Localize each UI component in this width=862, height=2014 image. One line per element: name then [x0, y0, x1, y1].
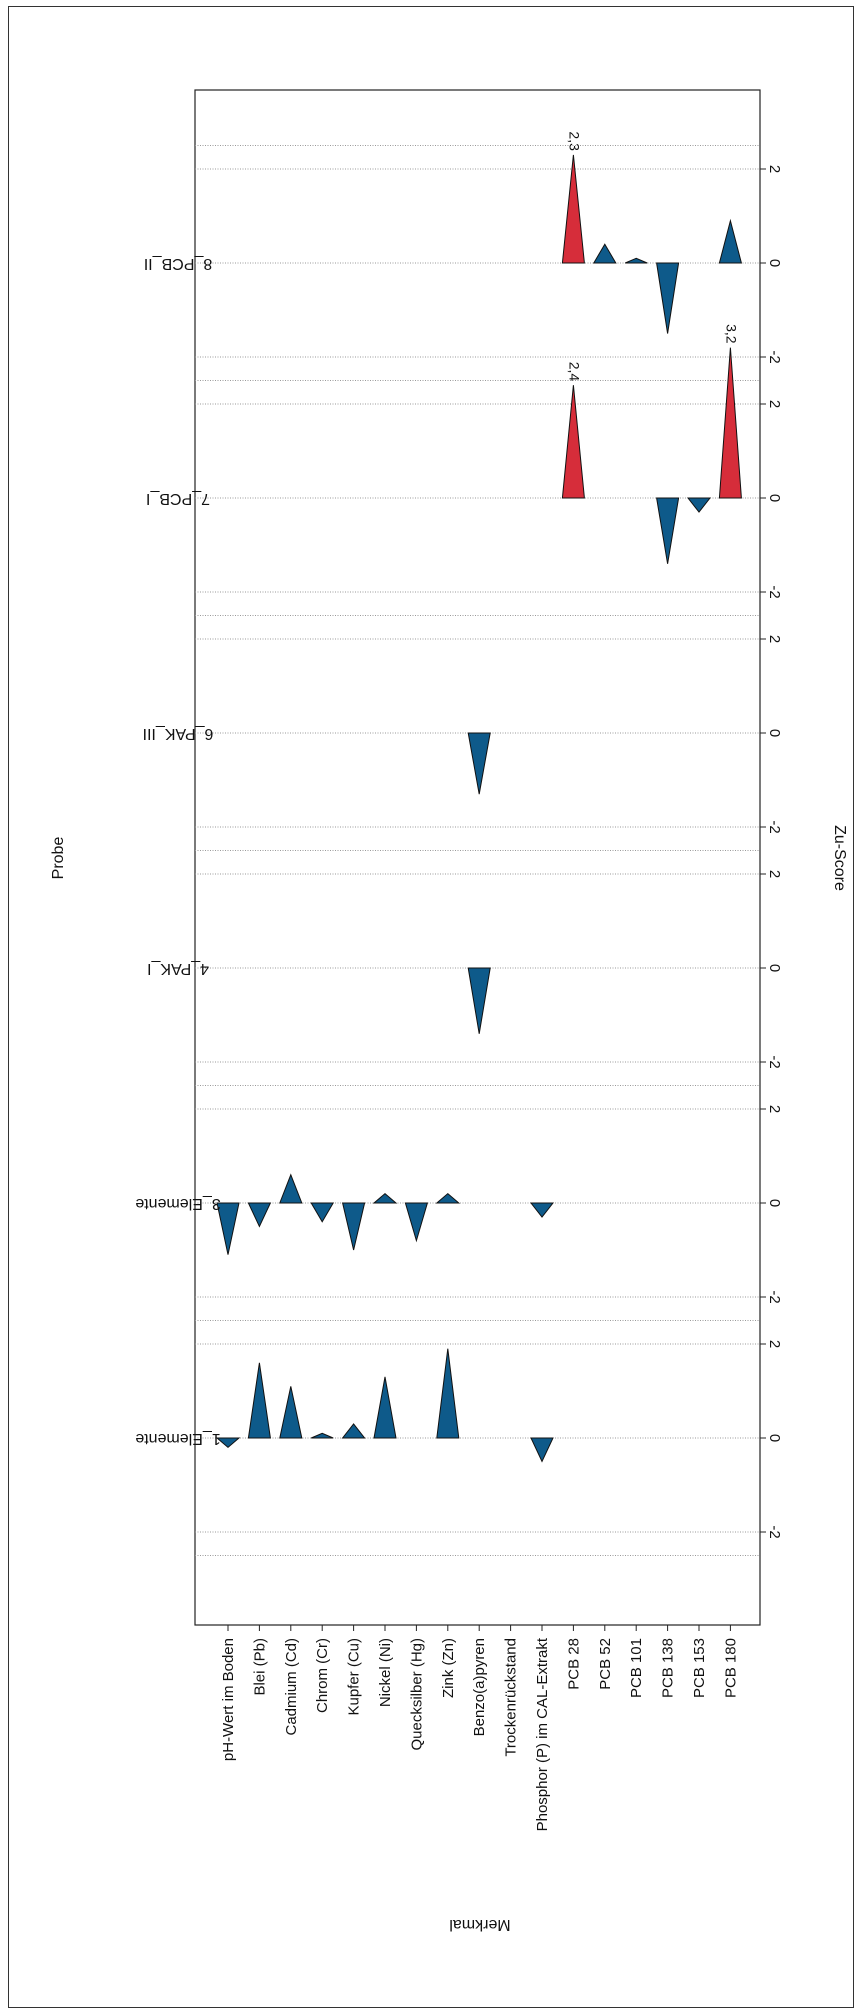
- zscore-triangle: [467, 967, 491, 1034]
- zscore-tick-label: 0: [766, 259, 783, 267]
- plot-frame: [194, 89, 761, 1626]
- zscore-triangle: [592, 243, 617, 264]
- category-label: PCB 138: [660, 1638, 677, 1698]
- zscore-triangle: [372, 1192, 398, 1204]
- panel-label: 8_PCB_II: [144, 255, 212, 272]
- category-label: PCB 153: [691, 1638, 708, 1698]
- zscore-triangle: [561, 385, 585, 499]
- zscore-triangle: [686, 497, 712, 513]
- zscore-tick-label: 2: [766, 400, 783, 408]
- panel-label: 6_PAK_III: [143, 725, 214, 742]
- category-label: Benzo(a)pyren: [471, 1638, 488, 1736]
- zscore-tick-label: 0: [766, 964, 783, 972]
- category-label: Chrom (Cr): [314, 1638, 331, 1713]
- category-label: Blei (Pb): [251, 1638, 268, 1696]
- category-label: Zink (Zn): [440, 1638, 457, 1698]
- panel-label: 3_Elemente: [135, 1195, 220, 1212]
- zscore-triangle: [311, 1432, 334, 1439]
- zscore-tick-label: 2: [766, 870, 783, 878]
- panel-axis-title: Probe: [50, 837, 67, 880]
- category-label: PCB 28: [565, 1638, 582, 1690]
- zscore-triangle: [404, 1202, 429, 1243]
- zscore-tick-label: 0: [766, 494, 783, 502]
- zscore-tick-label: -2: [766, 1055, 783, 1068]
- zscore-triangle: [215, 1437, 241, 1449]
- zscore-triangle: [718, 218, 743, 264]
- panel-label: 4_PAK_I: [147, 960, 209, 977]
- category-label: Phosphor (P) im CAL-Extrakt: [534, 1637, 551, 1831]
- zscore-triangle: [279, 1173, 303, 1204]
- zscore-tick-label: 2: [766, 635, 783, 643]
- zscore-triangle: [561, 154, 585, 264]
- marks-layer: [215, 154, 743, 1463]
- zscore-triangle: [247, 1362, 271, 1439]
- zscore-axis-title: Zu-Score: [831, 825, 848, 891]
- category-label: PCB 101: [628, 1638, 645, 1698]
- category-label: PCB 180: [722, 1638, 739, 1698]
- panel-label: 7_PCB_I: [146, 490, 210, 507]
- zscore-tick-label: -2: [766, 1525, 783, 1538]
- data-label: 3,2: [724, 324, 740, 344]
- zscore-tick-label: 0: [766, 1199, 783, 1207]
- zscore-triangle: [310, 1202, 335, 1223]
- category-axis-title: Merkmal: [449, 1916, 510, 1933]
- panel-label: 1_Elemente: [135, 1430, 220, 1447]
- zscore-tick-label: 0: [766, 729, 783, 737]
- zscore-triangle: [530, 1437, 554, 1463]
- category-label: Trockenrückstand: [503, 1638, 520, 1757]
- zscore-triangle: [373, 1376, 397, 1439]
- zscore-triangle: [247, 1202, 272, 1228]
- zscore-tick-label: 0: [766, 1434, 783, 1442]
- zscore-triangle: [656, 497, 680, 564]
- data-label: 2,4: [567, 362, 583, 382]
- zscore-tick-label: 2: [766, 1105, 783, 1113]
- category-label: Quecksilber (Hg): [408, 1638, 425, 1751]
- zscore-triangle: [279, 1386, 303, 1439]
- zscore-triangle: [529, 1202, 555, 1218]
- category-label: Cadmium (Cd): [283, 1638, 300, 1736]
- zscore-triangle: [341, 1423, 366, 1439]
- category-label: Nickel (Ni): [377, 1638, 394, 1707]
- zscore-triangle: [718, 347, 742, 499]
- zscore-triangle: [435, 1192, 461, 1204]
- data-label: 2,3: [567, 131, 583, 151]
- zscore-triangle: [625, 257, 648, 264]
- zscore-triangle: [216, 1202, 240, 1255]
- category-label: PCB 52: [597, 1638, 614, 1690]
- labels-layer: -2 0 2 1_Elemente -2 0 2 3_Elemente -2 0 2 4_PAK_I -…: [135, 131, 783, 1831]
- zscore-triangle: [467, 732, 491, 795]
- zscore-tick-label: 2: [766, 165, 783, 173]
- zscore-triangle: [436, 1348, 460, 1439]
- category-label: pH-Wert im Boden: [220, 1638, 237, 1761]
- page-frame: [8, 6, 854, 2008]
- category-label: Kupfer (Cu): [346, 1638, 363, 1716]
- grid-layer: [195, 145, 766, 1631]
- zscore-tick-label: 2: [766, 1340, 783, 1348]
- zscore-triangle: [341, 1202, 366, 1251]
- zscore-tick-label: -2: [766, 820, 783, 833]
- zscore-tick-label: -2: [766, 350, 783, 363]
- zscore-tick-label: -2: [766, 585, 783, 598]
- zscore-tick-label: -2: [766, 1290, 783, 1303]
- zscore-triangle: [656, 262, 680, 334]
